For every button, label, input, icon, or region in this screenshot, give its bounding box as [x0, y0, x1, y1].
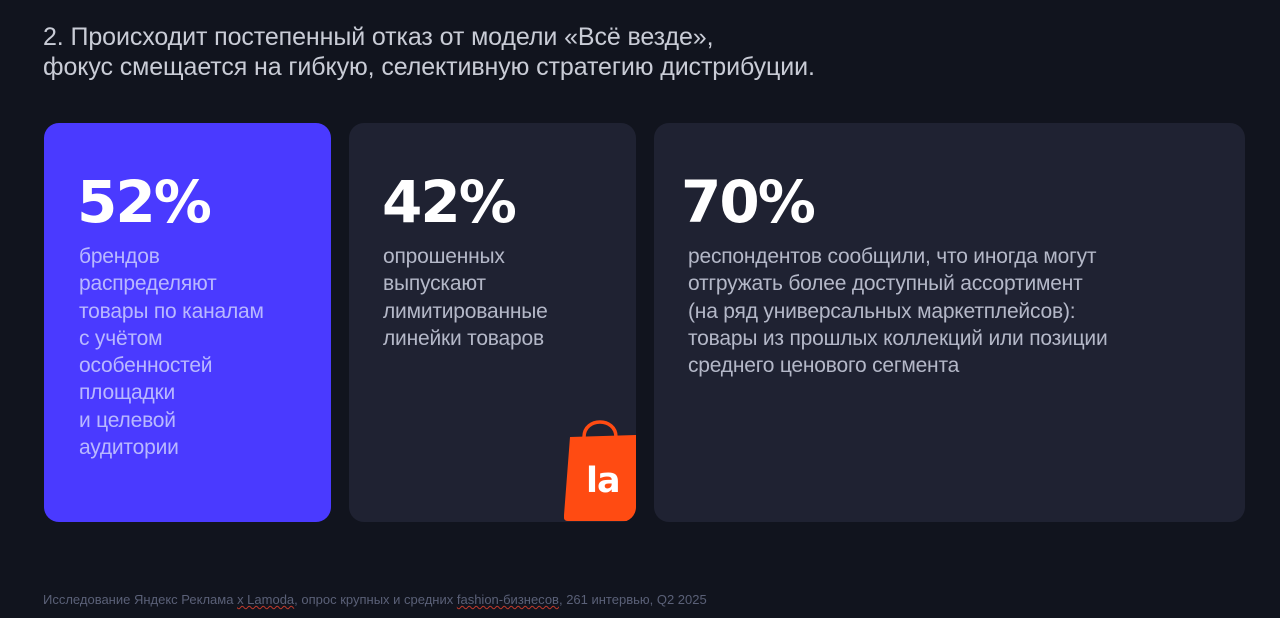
footnote-text-underlined: x Lamoda: [237, 592, 295, 607]
stat-value: 70%: [681, 168, 816, 236]
stat-description-line: товары из прошлых коллекций или позиции: [688, 326, 1108, 350]
slide-title: 2. Происходит постепенный отказ от модел…: [43, 22, 1043, 82]
lamoda-shopping-bag-icon: la: [564, 420, 636, 521]
stat-description-line: товары по каналам: [79, 299, 264, 323]
stat-description-line: и целевой: [79, 408, 176, 432]
source-footnote: Исследование Яндекс Реклама x Lamoda, оп…: [43, 592, 707, 608]
slide-title-line: 2. Происходит постепенный отказ от модел…: [43, 23, 714, 51]
stat-description: респондентов сообщили, что иногда могут …: [688, 243, 1108, 379]
footnote-text: , 261 интервью, Q2 2025: [558, 592, 707, 607]
stat-value: 42%: [382, 168, 517, 236]
stat-description-line: респондентов сообщили, что иногда могут: [688, 245, 1097, 268]
stat-description-line: отгружать более доступный ассортимент: [688, 272, 1083, 296]
stat-description-line: площадки: [79, 381, 176, 405]
stat-description-line: опрошенных: [383, 245, 505, 268]
stat-card-brands: 52% брендов распределяют товары по канал…: [44, 123, 331, 522]
bag-body: [564, 435, 636, 521]
stat-description-line: особенностей: [79, 354, 213, 378]
footnote-text: Исследование Яндекс Реклама: [43, 592, 238, 607]
stat-description: брендов распределяют товары по каналам с…: [79, 243, 264, 461]
stat-value: 52%: [77, 168, 212, 236]
footnote-text-underlined: fashion-бизнесов: [456, 592, 559, 607]
stat-card-limited-lines: 42% опрошенных выпускают лимитированные …: [349, 123, 636, 522]
stat-card-respondents: 70% респондентов сообщили, что иногда мо…: [654, 123, 1245, 522]
stat-description-line: с учётом: [79, 326, 163, 350]
lamoda-logo-text: la: [586, 461, 620, 501]
slide-title-line: фокус смещается на гибкую, селективную с…: [43, 53, 815, 81]
stat-description: опрошенных выпускают лимитированные лине…: [383, 243, 548, 352]
stat-description-line: лимитированные: [383, 299, 548, 323]
stat-description-line: линейки товаров: [383, 326, 544, 350]
stat-description-line: среднего ценового сегмента: [688, 354, 960, 378]
stat-description-line: брендов: [79, 245, 160, 268]
stat-description-line: распределяют: [79, 272, 217, 296]
bag-handle: [582, 420, 618, 439]
stat-description-line: (на ряд универсальных маркетплейсов):: [688, 299, 1076, 323]
stat-description-line: аудитории: [79, 436, 179, 460]
footnote-text: , опрос крупных и средних: [294, 592, 457, 607]
stat-description-line: выпускают: [383, 272, 486, 296]
